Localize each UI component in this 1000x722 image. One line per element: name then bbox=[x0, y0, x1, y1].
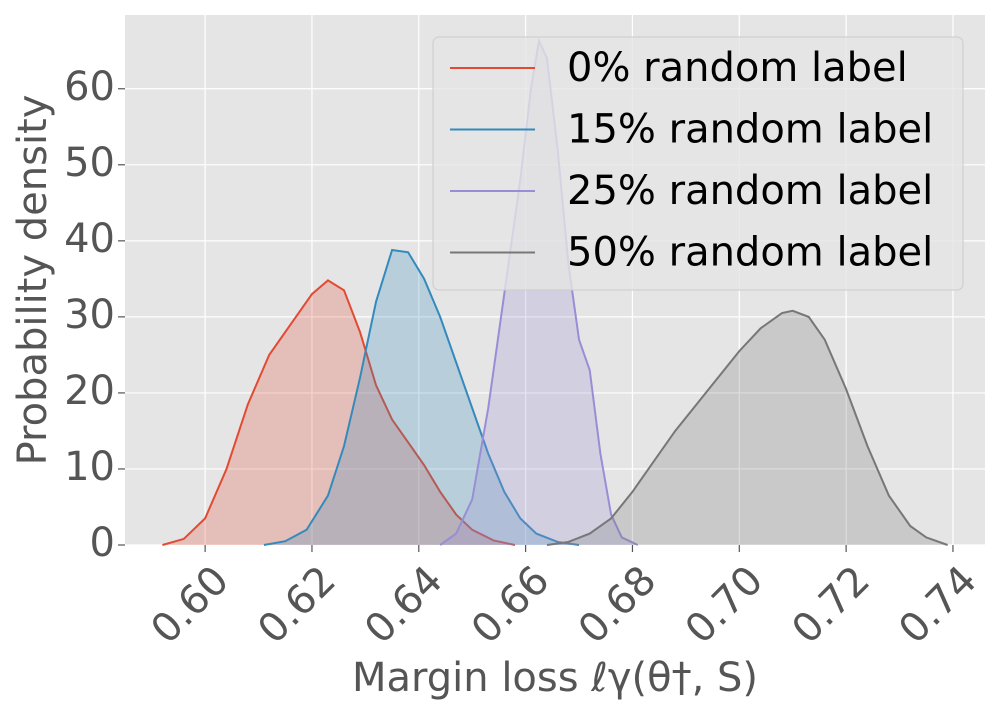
x-axis-label: Margin loss ℓγ(θ†, S) bbox=[352, 655, 758, 701]
x-tick-label: 0.70 bbox=[677, 557, 773, 653]
y-tick-label: 60 bbox=[64, 64, 115, 110]
density-area bbox=[162, 280, 515, 545]
density-area bbox=[546, 310, 948, 545]
density-line bbox=[263, 248, 580, 546]
y-axis-label: Probability density bbox=[10, 95, 56, 466]
x-tick-label: 0.66 bbox=[463, 557, 559, 653]
legend-label: 15% random label bbox=[567, 107, 933, 153]
y-tick-label: 0 bbox=[90, 520, 115, 566]
y-tick-label: 40 bbox=[64, 216, 115, 262]
x-tick-label: 0.68 bbox=[570, 557, 666, 653]
density-area bbox=[263, 249, 580, 546]
y-tick-label: 30 bbox=[64, 292, 115, 338]
density-line bbox=[162, 279, 516, 546]
marks bbox=[162, 37, 948, 546]
x-tick-label: 0.60 bbox=[142, 557, 238, 653]
x-tick-label: 0.72 bbox=[783, 557, 879, 653]
y-tick-label: 50 bbox=[64, 140, 115, 186]
legend: 0% random label 15% random label 25% rando… bbox=[432, 36, 964, 291]
x-tick-label: 0.74 bbox=[890, 557, 986, 653]
y-tick-label: 20 bbox=[64, 368, 115, 414]
legend-label: 25% random label bbox=[567, 168, 933, 214]
legend-label: 50% random label bbox=[567, 230, 933, 276]
legend-box bbox=[432, 36, 964, 291]
x-tick-label: 0.62 bbox=[249, 557, 345, 653]
density-line bbox=[546, 309, 948, 546]
density-area bbox=[440, 40, 638, 545]
legend-label: 0% random label bbox=[567, 45, 908, 91]
y-tick-label: 10 bbox=[64, 444, 115, 490]
x-tick-label: 0.64 bbox=[356, 557, 452, 653]
